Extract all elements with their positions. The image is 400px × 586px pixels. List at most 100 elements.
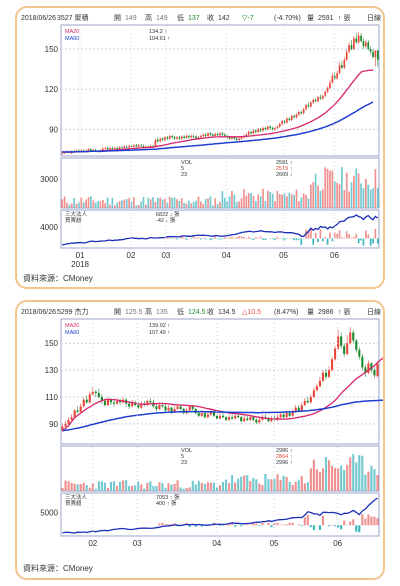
volume-bar [309,468,312,491]
volume-bar [246,475,249,491]
candle-body [270,418,273,422]
x-tick-label: 06 [330,251,339,260]
volume-bar [240,476,243,491]
inst-bar [329,232,331,239]
volume-bar [125,480,128,491]
volume-bar [266,190,269,208]
volume-bar [321,468,325,491]
inst-panel-frame [60,492,380,537]
volume-bar [133,197,135,208]
volume-bar [219,202,221,208]
candle-body [360,35,362,42]
candle-body [341,65,343,68]
candle-body [245,134,248,136]
inst-bar [352,519,355,526]
candle-body [219,133,221,136]
inst-bar [228,237,231,239]
volume-unit: ↑ 張 [338,14,350,22]
candle-body [285,413,288,418]
price-panel-frame [60,318,380,445]
volume-bar [302,193,305,208]
inst-bar [274,238,276,241]
volume-bar [61,199,64,208]
candle-body [336,73,338,79]
candle-body [190,135,193,138]
candle-body [288,413,291,416]
inst-bar [240,236,243,239]
inst-legend-value: 7053 ↑ 張 [156,494,180,501]
candle-body [188,406,191,411]
volume-bar [303,483,306,491]
inst-bar [291,522,294,526]
candle-body [195,136,197,139]
inst-bar [221,238,224,240]
volume-bar [106,197,109,208]
volume-bar [140,484,143,491]
candle-body [240,417,243,422]
inst-bar [298,238,300,240]
vol-legend-value: 2986 ↑ [276,448,293,454]
inst-bar [214,236,217,239]
candle-body [315,386,318,391]
ma60-legend-name: MA60 [65,36,79,42]
inst-bar [288,522,291,526]
volume-bar [145,204,147,208]
inst-bar [355,525,358,532]
candle-body [115,400,119,404]
volume-bar [276,474,279,491]
vol23-legend-value: 2609 ↓ [276,172,293,178]
inst-bar [373,516,376,526]
candle-body [348,45,350,52]
candle-body [309,396,312,403]
volume-bar [82,482,85,491]
volume-bar [286,196,288,208]
x-tick-label: 04 [212,539,221,548]
inst-bar [370,516,373,526]
candle-body [191,406,194,410]
volume-panel-frame [60,157,380,209]
candle-body [240,137,243,139]
candle-body [282,414,285,418]
volume-bar [67,481,70,491]
candle-body [137,145,140,147]
volume-bar [372,188,374,208]
candle-body [340,336,343,346]
inst-bar [246,524,249,526]
volume-bar [99,201,102,208]
volume-bar [245,195,248,208]
candle-body [346,343,349,354]
inst-bar [204,238,207,240]
price-tick-label: 150 [45,339,59,348]
candle-body [338,65,341,74]
candle-body [188,135,190,138]
candle-body [357,35,360,43]
candle-body [257,129,260,132]
candle-body [274,127,276,130]
candle-body [250,131,252,134]
volume-bar [102,199,104,208]
candle-body [212,411,216,416]
candle-body [221,133,224,135]
volume-bar [340,465,343,491]
volume-bar [233,194,236,208]
inst-bar [281,238,284,240]
candle-body [373,370,376,376]
volume-bar [218,485,222,491]
ma20-legend-name: MA20 [65,323,79,329]
volume-bar [312,459,315,491]
volume-bar [234,482,237,491]
inst-bar [365,230,367,239]
volume-bar [330,465,334,491]
candle-body [343,59,346,68]
volume-bar [343,190,346,208]
candle-body [286,118,288,123]
inst-bar [170,524,173,526]
candle-body [376,50,379,60]
x-tick-label: 03 [161,251,170,260]
volume-bar [240,198,243,208]
candle-body [164,406,167,411]
candle-body [164,137,166,140]
inst-bar [173,237,176,239]
change-value: △10.5 [242,309,261,316]
candle-body [183,136,185,138]
